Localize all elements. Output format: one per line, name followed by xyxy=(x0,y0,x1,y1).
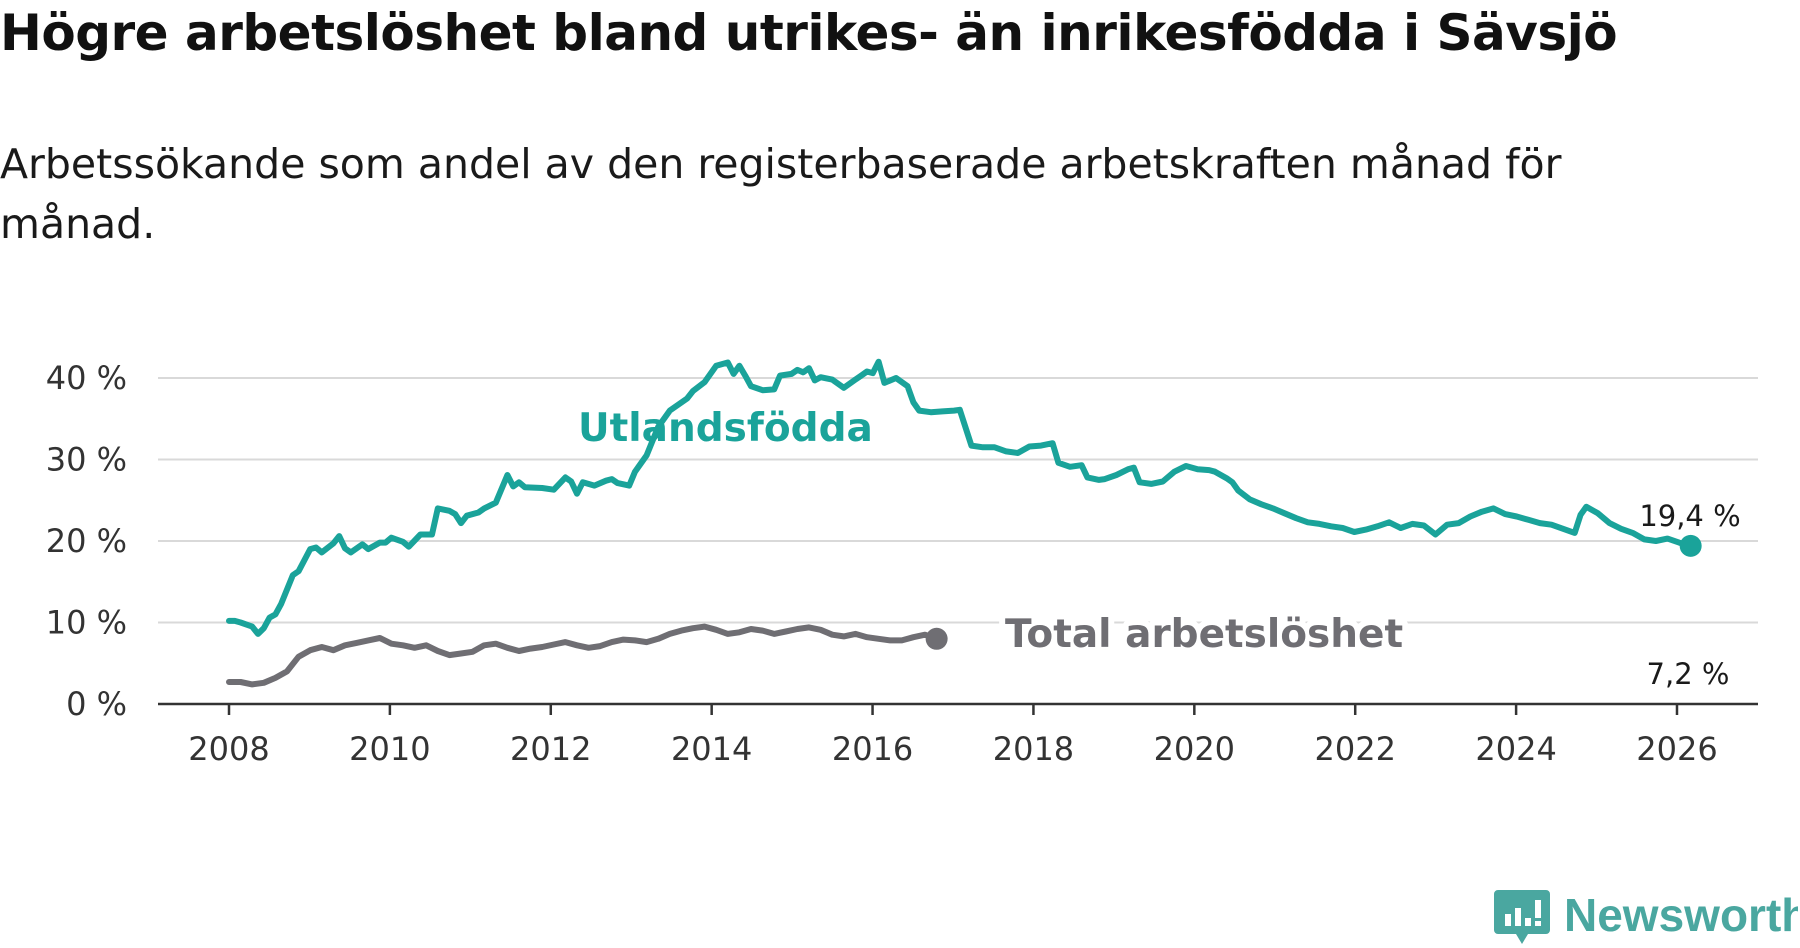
x-tick-label: 2026 xyxy=(1636,730,1717,768)
x-tick-label: 2008 xyxy=(188,730,269,768)
x-tick-label: 2024 xyxy=(1475,730,1556,768)
y-tick-label: 20 % xyxy=(46,522,127,560)
chart-subtitle: Arbetssökande som andel av den registerb… xyxy=(0,140,1562,248)
newsworthy-logo-text: Newsworthy xyxy=(1564,889,1798,941)
end-label-total: 7,2 % xyxy=(1647,657,1730,691)
end-label-utlandsfodda: 19,4 % xyxy=(1639,499,1740,533)
y-tick-label: 0 % xyxy=(66,685,127,723)
end-point-utlandsfodda xyxy=(1679,534,1702,557)
x-tick-label: 2022 xyxy=(1314,730,1395,768)
x-tick-label: 2018 xyxy=(993,730,1074,768)
chart-title: Högre arbetslöshet bland utrikes- än inr… xyxy=(0,4,1618,62)
series-label-total: Total arbetslöshet xyxy=(1005,612,1403,657)
x-axis: 0 % 10 % 20 % 30 % 40 % 2008 2010 2012 2014 2016 2… xyxy=(46,359,1758,768)
x-tick-label: 2010 xyxy=(349,730,430,768)
series-line-utlandsfodda xyxy=(226,358,1694,637)
y-tick-label: 30 % xyxy=(46,441,127,479)
x-tick-label: 2014 xyxy=(671,730,752,768)
gridlines xyxy=(158,377,1758,624)
newsworthy-logo-icon xyxy=(1494,890,1550,944)
y-tick-label: 40 % xyxy=(46,359,127,397)
end-point-total xyxy=(925,627,948,650)
newsworthy-logo: Newsworthy xyxy=(1492,886,1798,948)
series-label-utlandsfodda: Utlandsfödda xyxy=(578,406,873,451)
x-tick-label: 2012 xyxy=(510,730,591,768)
series-line-total xyxy=(226,623,940,688)
series-labels: Utlandsfödda Total arbetslöshet 19,4 % 7,2 … xyxy=(578,406,1741,691)
y-tick-label: 10 % xyxy=(46,604,127,642)
x-tick-label: 2020 xyxy=(1154,730,1235,768)
x-tick-label: 2016 xyxy=(832,730,913,768)
series-lines xyxy=(226,358,1702,688)
